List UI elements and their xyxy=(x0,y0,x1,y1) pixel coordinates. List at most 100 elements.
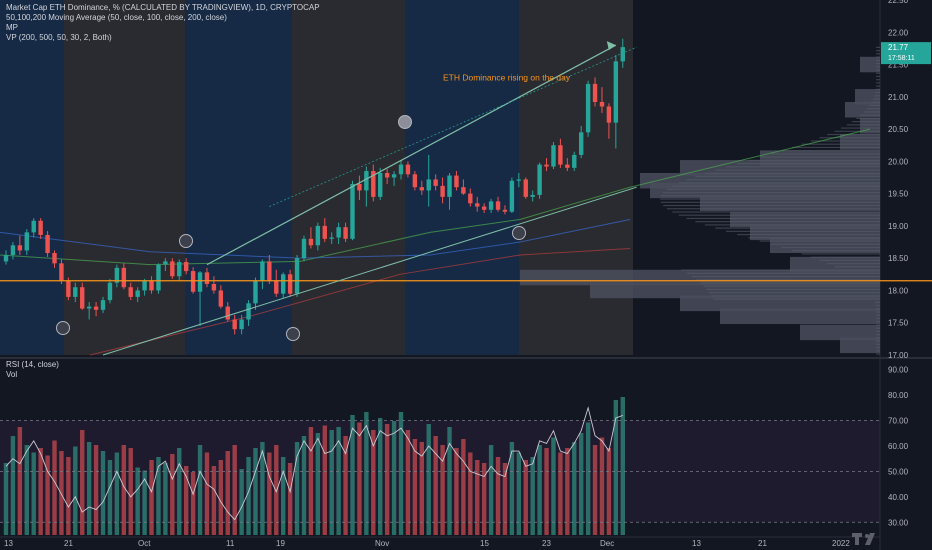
volume-bar xyxy=(59,451,64,535)
volume-bar xyxy=(197,445,203,535)
candle-body xyxy=(384,172,390,178)
candle-body xyxy=(391,174,397,178)
price-tick: 17.50 xyxy=(888,319,909,328)
candle-body xyxy=(475,203,480,207)
volume-bar xyxy=(502,463,508,535)
volume-bar xyxy=(336,427,341,535)
volume-bar xyxy=(149,460,154,535)
ma-legend[interactable]: 50,100,200 Moving Average (50, close, 10… xyxy=(6,13,227,22)
volume-profile-line xyxy=(875,91,880,94)
volume-profile-line xyxy=(851,121,880,123)
volume-profile-line xyxy=(876,69,880,71)
volume-bar xyxy=(454,448,459,535)
volume-profile-line xyxy=(801,253,880,255)
candle-body xyxy=(45,234,50,254)
volume-bar xyxy=(274,445,279,535)
moving-average-line xyxy=(0,218,631,259)
volume-profile-line xyxy=(876,85,880,87)
volume-bar xyxy=(156,457,161,535)
time-tick: 21 xyxy=(758,539,767,548)
volume-bar xyxy=(516,452,522,535)
candle-body xyxy=(93,306,99,310)
volume-profile-line xyxy=(840,127,880,129)
volume-bar xyxy=(225,451,230,535)
candle-body xyxy=(218,290,224,307)
price-tick: 19.00 xyxy=(888,222,909,231)
candle-body xyxy=(412,174,418,188)
volume-profile-line xyxy=(866,108,880,110)
volume-profile-line xyxy=(876,327,880,329)
candle-body xyxy=(364,171,369,191)
symbol-title[interactable]: Market Cap ETH Dominance, % (CALCULATED … xyxy=(6,3,320,12)
volume-profile-line xyxy=(711,295,880,297)
moving-average-line xyxy=(0,128,871,266)
vol-legend[interactable]: Vol xyxy=(6,370,18,379)
volume-bar xyxy=(495,457,501,535)
rsi-tick: 30.00 xyxy=(888,518,909,527)
volume-profile-line xyxy=(876,79,880,81)
candle-body xyxy=(620,47,625,62)
support-trend-line xyxy=(102,186,637,356)
volume-bars xyxy=(3,397,625,535)
volume-profile-line xyxy=(846,124,880,126)
volume-profile-line xyxy=(876,82,880,84)
volume-profile-line xyxy=(874,95,880,97)
candle-body xyxy=(565,164,570,168)
session-band xyxy=(519,0,633,355)
time-tick: 13 xyxy=(4,539,13,548)
volume-bar xyxy=(232,445,237,535)
volume-bar xyxy=(135,467,140,535)
volume-profile-line xyxy=(876,72,880,74)
volume-bar xyxy=(468,452,473,535)
candle-body xyxy=(398,164,404,175)
volume-profile-line xyxy=(875,304,880,307)
volume-bar xyxy=(177,448,182,535)
price-tick: 20.50 xyxy=(888,125,909,134)
volume-bar xyxy=(322,425,327,535)
candle-body xyxy=(197,272,203,292)
candle-body xyxy=(121,267,127,288)
volume-bar xyxy=(371,430,376,535)
candle-body xyxy=(38,220,43,235)
candle-body xyxy=(516,179,522,181)
rsi-tick: 70.00 xyxy=(888,417,909,426)
volume-profile-line xyxy=(770,243,880,245)
volume-profile-line xyxy=(876,50,880,52)
time-tick: 13 xyxy=(692,539,701,548)
candle-body xyxy=(585,83,591,133)
volume-bar xyxy=(488,445,494,535)
volume-bar xyxy=(426,424,431,535)
mp-legend[interactable]: MP xyxy=(6,23,18,32)
price-tag-countdown: 17:58:11 xyxy=(888,55,915,62)
volume-bar xyxy=(31,452,36,535)
candle-body xyxy=(343,227,348,239)
volume-bar xyxy=(128,448,133,535)
volume-profile-line xyxy=(695,175,880,178)
volume-profile-row xyxy=(720,308,880,325)
volume-bar xyxy=(315,433,321,535)
volume-profile-line xyxy=(834,266,880,268)
session-bands xyxy=(0,0,880,523)
candle-body xyxy=(405,164,411,175)
candle-body xyxy=(142,280,147,291)
volume-bar xyxy=(606,448,612,535)
volume-bar xyxy=(10,436,16,535)
volume-profile-line xyxy=(715,169,880,171)
price-tick: 19.50 xyxy=(888,190,909,199)
volume-bar xyxy=(357,422,362,535)
volume-bar xyxy=(523,460,528,535)
volume-bar xyxy=(343,436,348,535)
volume-profile-line xyxy=(737,233,880,236)
vp-legend[interactable]: VP (200, 500, 50, 30, 2, Both) xyxy=(6,33,112,42)
rsi-tick: 60.00 xyxy=(888,442,909,451)
rsi-tick: 50.00 xyxy=(888,467,909,476)
rsi-legend[interactable]: RSI (14, close) xyxy=(6,360,59,369)
volume-profile-line xyxy=(876,66,880,68)
volume-profile-row xyxy=(860,56,880,73)
candle-body xyxy=(135,290,140,297)
volume-bar xyxy=(433,436,438,535)
volume-profile-line xyxy=(691,275,880,278)
candle-body xyxy=(488,201,494,210)
volume-profile-line xyxy=(759,156,880,158)
